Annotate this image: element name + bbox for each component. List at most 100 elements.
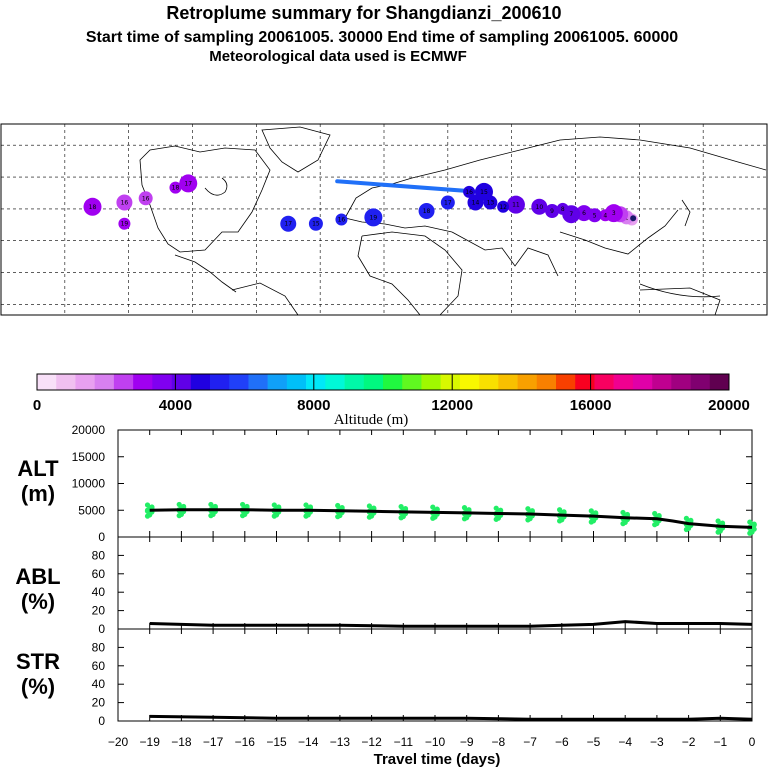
colorbar-cell (671, 374, 691, 390)
plume-day-label: 15 (312, 221, 320, 228)
altitude-point (430, 504, 436, 510)
xtick-label: −19 (140, 735, 161, 749)
altitude-point (210, 511, 216, 518)
ytick-label: 40 (92, 585, 106, 599)
colorbar-cell (575, 374, 595, 390)
ytick-label: 15000 (72, 450, 106, 464)
str-frame (117, 628, 753, 722)
colorbar-cell (190, 374, 211, 390)
plume-day-label: 16 (465, 189, 473, 196)
altitude-point (493, 505, 499, 511)
colorbar-tick-label: 8000 (297, 397, 330, 414)
colorbar-cell (402, 374, 422, 390)
plume-point (418, 203, 435, 220)
plume-day-label: 7 (569, 211, 573, 218)
altitude-point (747, 519, 753, 525)
plume-day-label: 4 (603, 212, 607, 219)
plume-day-label: 16 (121, 200, 129, 207)
colorbar-cell (479, 374, 499, 390)
plume-point (440, 195, 455, 210)
altitude-point (525, 506, 531, 512)
altitude-point (683, 515, 690, 521)
plume-point (576, 205, 593, 222)
colorbar-cell (286, 374, 307, 390)
colorbar-cell (632, 374, 653, 390)
title-line-3: Meteorological data used is ECMWF (209, 48, 467, 65)
plume-day-label: 18 (89, 204, 97, 211)
plume-day-label: 3 (612, 210, 616, 217)
colorbar-tick-label: 0 (33, 397, 41, 414)
abl-yticks: 80 60 40 20 0 (92, 548, 752, 636)
colorbar-cell (152, 374, 172, 390)
colorbar-cell (37, 374, 57, 390)
plume-point (116, 194, 133, 211)
plume-day-label: 12 (499, 204, 507, 211)
altitude-point (495, 515, 501, 521)
ytick-label: 10000 (72, 477, 106, 491)
ytick-label: 60 (92, 659, 106, 673)
plume-point (463, 185, 476, 198)
plume-day-label: 5 (593, 212, 597, 219)
travel-time-label: Travel time (days) (374, 751, 501, 768)
colorbar-cell (56, 374, 76, 390)
ytick-label: 0 (98, 622, 105, 636)
xtick-label: −3 (650, 735, 664, 749)
colorbar-cell (556, 374, 576, 390)
altitude-colorbar: 0 4000 8000 12000 16000 20000 Altitude (m) (33, 373, 750, 428)
str-line (149, 714, 753, 721)
alt-xticks (117, 430, 753, 537)
plume-point (138, 191, 153, 206)
plume-day-label: 18 (172, 185, 180, 192)
xtick-label: −20 (108, 735, 129, 749)
altitude-point (464, 515, 470, 521)
plume-day-label: 19 (121, 221, 129, 228)
colorbar-cell (517, 374, 538, 390)
plume-day-label: 16 (338, 217, 346, 224)
plume-point (556, 202, 569, 215)
plume-point (280, 215, 297, 232)
xtick-label: −18 (171, 735, 192, 749)
colorbar-tick-label: 12000 (431, 397, 473, 414)
altitude-point (144, 508, 151, 514)
trajectory-map: 0123456789101112131415161718191615171718… (0, 123, 768, 316)
altitude-point (273, 512, 280, 518)
altitude-point (620, 509, 626, 516)
colorbar-cell (133, 374, 153, 390)
altitude-point (652, 510, 658, 517)
colorbar-cell (613, 374, 634, 390)
xtick-label: −16 (235, 735, 256, 749)
plume-streak (335, 179, 482, 194)
xtick-label: −7 (523, 735, 537, 749)
altitude-point (400, 513, 406, 520)
colorbar-cell (306, 374, 326, 390)
altitude-point (559, 517, 565, 523)
colorbar-cell (440, 374, 461, 390)
xtick-label: −17 (203, 735, 224, 749)
altitude-point (147, 512, 153, 518)
plume-point (169, 181, 182, 194)
altitude-point (369, 513, 375, 519)
alt-ylabel-1: ALT (17, 456, 59, 481)
colorbar-cell (229, 374, 249, 390)
plume-points: 0123456789101112131415161718191615171718… (83, 174, 638, 232)
plume-point (335, 213, 348, 226)
altitude-point (240, 501, 246, 508)
xtick-label: −6 (555, 735, 569, 749)
plume-point (531, 198, 548, 215)
abl-ylabel-1: ABL (15, 564, 60, 589)
plume-point (308, 216, 323, 231)
colorbar-cell (344, 374, 365, 390)
plume-point (83, 197, 102, 216)
altitude-point (715, 518, 721, 524)
colorbar-cell (113, 374, 134, 390)
plume-day-label: 18 (423, 208, 431, 215)
colorbar-cell (75, 374, 95, 390)
ytick-label: 0 (98, 530, 105, 544)
plume-point (364, 208, 383, 227)
altitude-point (461, 505, 468, 511)
colorbar-cell (421, 374, 441, 390)
colorbar-cell (459, 374, 480, 390)
xtick-label: −10 (425, 735, 446, 749)
plume-day-label: 6 (582, 210, 586, 217)
altitude-point (366, 503, 372, 509)
